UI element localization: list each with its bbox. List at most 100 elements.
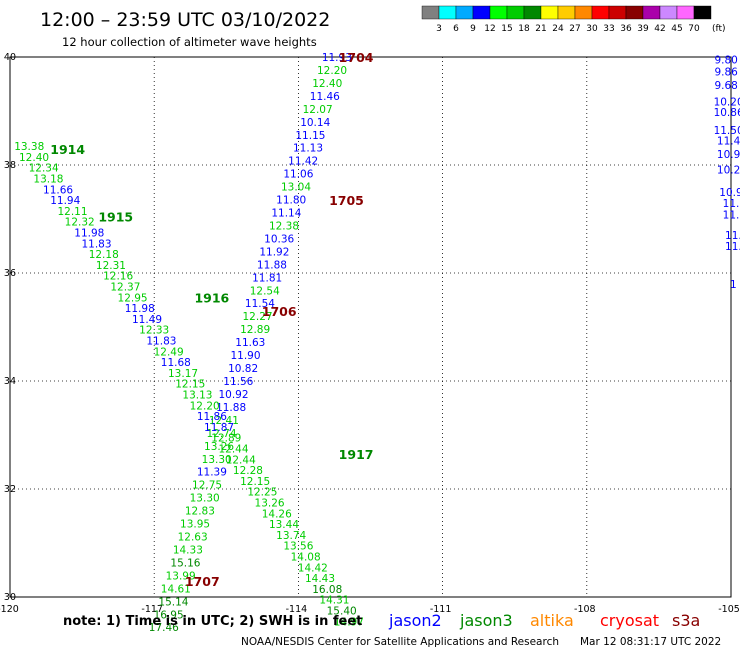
wave-height-value: 10.2 [717,164,740,176]
wave-height-value: 12.18 [89,249,119,261]
wave-height-value: 12.74 [206,428,236,440]
wave-height-value: 11.98 [125,303,155,315]
wave-height-value: 14.26 [262,508,292,520]
colorbar-swatch [659,5,678,20]
satellite-legend-item: altika [530,611,574,630]
wave-height-value: 11. [725,241,740,253]
wave-height-value: 11.80 [276,195,306,207]
wave-height-value: 11.88 [216,402,246,414]
wave-height-value: 13.99 [166,570,196,582]
colorbar-swatch [438,5,457,20]
wave-height-value: 11.98 [74,228,104,240]
wave-height-value: 11.46 [310,91,340,103]
wave-height-value: 16.08 [312,584,342,596]
wave-height-value: 15.16 [170,557,200,569]
wave-height-value: 10.86 [714,107,740,119]
wave-height-value: 13.30 [202,454,232,466]
satellite-legend-item: s3a [672,611,700,630]
footer-note: note: 1) Time is in UTC; 2) SWH is in fe… [63,614,362,629]
wave-height-value: 10.82 [228,363,258,375]
wave-height-value: 11.54 [245,298,275,310]
wave-height-value: 12.38 [269,220,299,232]
colorbar-swatch [455,5,474,20]
wave-height-value: 13.30 [190,493,220,505]
wave-height-value: 13.95 [180,519,210,531]
wave-height-value: 11.13 [293,143,323,155]
wave-height-value: 13.74 [276,530,306,542]
satellite-legend-item: cryosat [600,611,659,630]
pass-number-label: 1707 [185,574,220,589]
pass-labels: 1704 1705 1706 1707 1914 1915 1916 1917 [50,50,373,589]
wave-height-value: 12.54 [250,285,280,297]
footer-credit: NOAA/NESDIS Center for Satellite Applica… [241,636,559,648]
wave-height-value: 11.94 [50,195,80,207]
x-tick-label: -117 [141,604,163,615]
wave-height-value: 11.90 [230,350,260,362]
wave-height-value: 11.83 [81,238,111,250]
wave-height-value: 12.89 [211,433,241,445]
colorbar-tick-label: 39 [637,24,649,34]
wave-height-value: 12.83 [185,506,215,518]
wave-height-value: 12.32 [65,217,95,229]
wave-height-value: 11.42 [288,156,318,168]
colorbar-tick-label: 24 [552,24,564,34]
wave-height-value: 12.16 [103,271,133,283]
wave-height-value: 10.9 [717,149,740,161]
chart-title: 12:00 – 23:59 UTC 03/10/2022 [40,9,330,31]
wave-height-value: 13.38 [14,141,44,153]
wave-height-value: 15.40 [327,606,357,618]
wave-height-value: 13.17 [168,368,198,380]
colorbar-tick-label: 3 [436,24,442,34]
colorbar-swatch [693,5,712,20]
wave-height-value: 15.14 [158,596,188,608]
pass-number-label: 1705 [329,193,364,208]
colorbar-tick-label: 9 [470,24,476,34]
footer-timestamp: Mar 12 08:31:17 UTC 2022 [580,636,721,648]
wave-height-value: 11.93 [322,52,352,64]
colorbar-swatch [625,5,644,20]
wave-height-value: 13.26 [255,498,285,510]
wave-height-value: 10.92 [218,389,248,401]
colorbar-swatch [574,5,593,20]
wave-height-value: 11. [725,230,740,242]
satellite-legend: jason2 jason3 altika cryosat s3a [388,611,700,630]
colorbar-swatch [608,5,627,20]
x-tick-label: -105 [718,604,740,615]
colorbar-unit: (ft) [712,24,726,34]
plot-frame [9,56,732,598]
wave-height-value: 12.40 [19,152,49,164]
wave-height-value: 9.86 [714,67,738,79]
wave-height-value: 12.33 [139,325,169,337]
wave-height-value: 12.07 [303,104,333,116]
colorbar-swatch [540,5,559,20]
wave-height-value: 11.68 [161,357,191,369]
colorbar-swatch [489,5,508,20]
wave-height-value: 12.34 [29,163,59,175]
x-tick-label: -108 [574,604,596,615]
y-tick-label: 30 [4,592,16,603]
wave-height-value: 14.97 [334,616,364,628]
wave-height-value: 11. [723,210,740,222]
wave-height-value: 11.83 [146,336,176,348]
colorbar-tick-label: 33 [603,24,614,34]
wave-height-value: 13.18 [33,174,63,186]
colorbar-tick-label: 12 [484,24,495,34]
y-tick-label: 40 [4,52,16,63]
pass-number-label: 1916 [194,290,229,305]
wave-height-value: 11.14 [271,208,301,220]
colorbar-tick-label: 45 [671,24,682,34]
colorbar-tick-label: 27 [569,24,580,34]
wave-height-value: 17.46 [149,622,179,634]
wave-height-value: 12.20 [317,65,347,77]
x-tick-label: -111 [430,604,452,615]
wave-height-value: 11.06 [283,169,313,181]
wave-height-value: 10.14 [300,117,330,129]
wave-height-value: 12.31 [96,260,126,272]
grid-lines [10,57,731,597]
wave-height-value: 10.20 [714,96,740,108]
pass-number-label: 1704 [339,50,374,65]
wave-height-value: 14.43 [305,573,335,585]
axis-ticks: -120 -117 -114 -111 -108 -105 40 38 36 34 32 30 [0,52,740,615]
wave-height-value: 11.63 [235,337,265,349]
